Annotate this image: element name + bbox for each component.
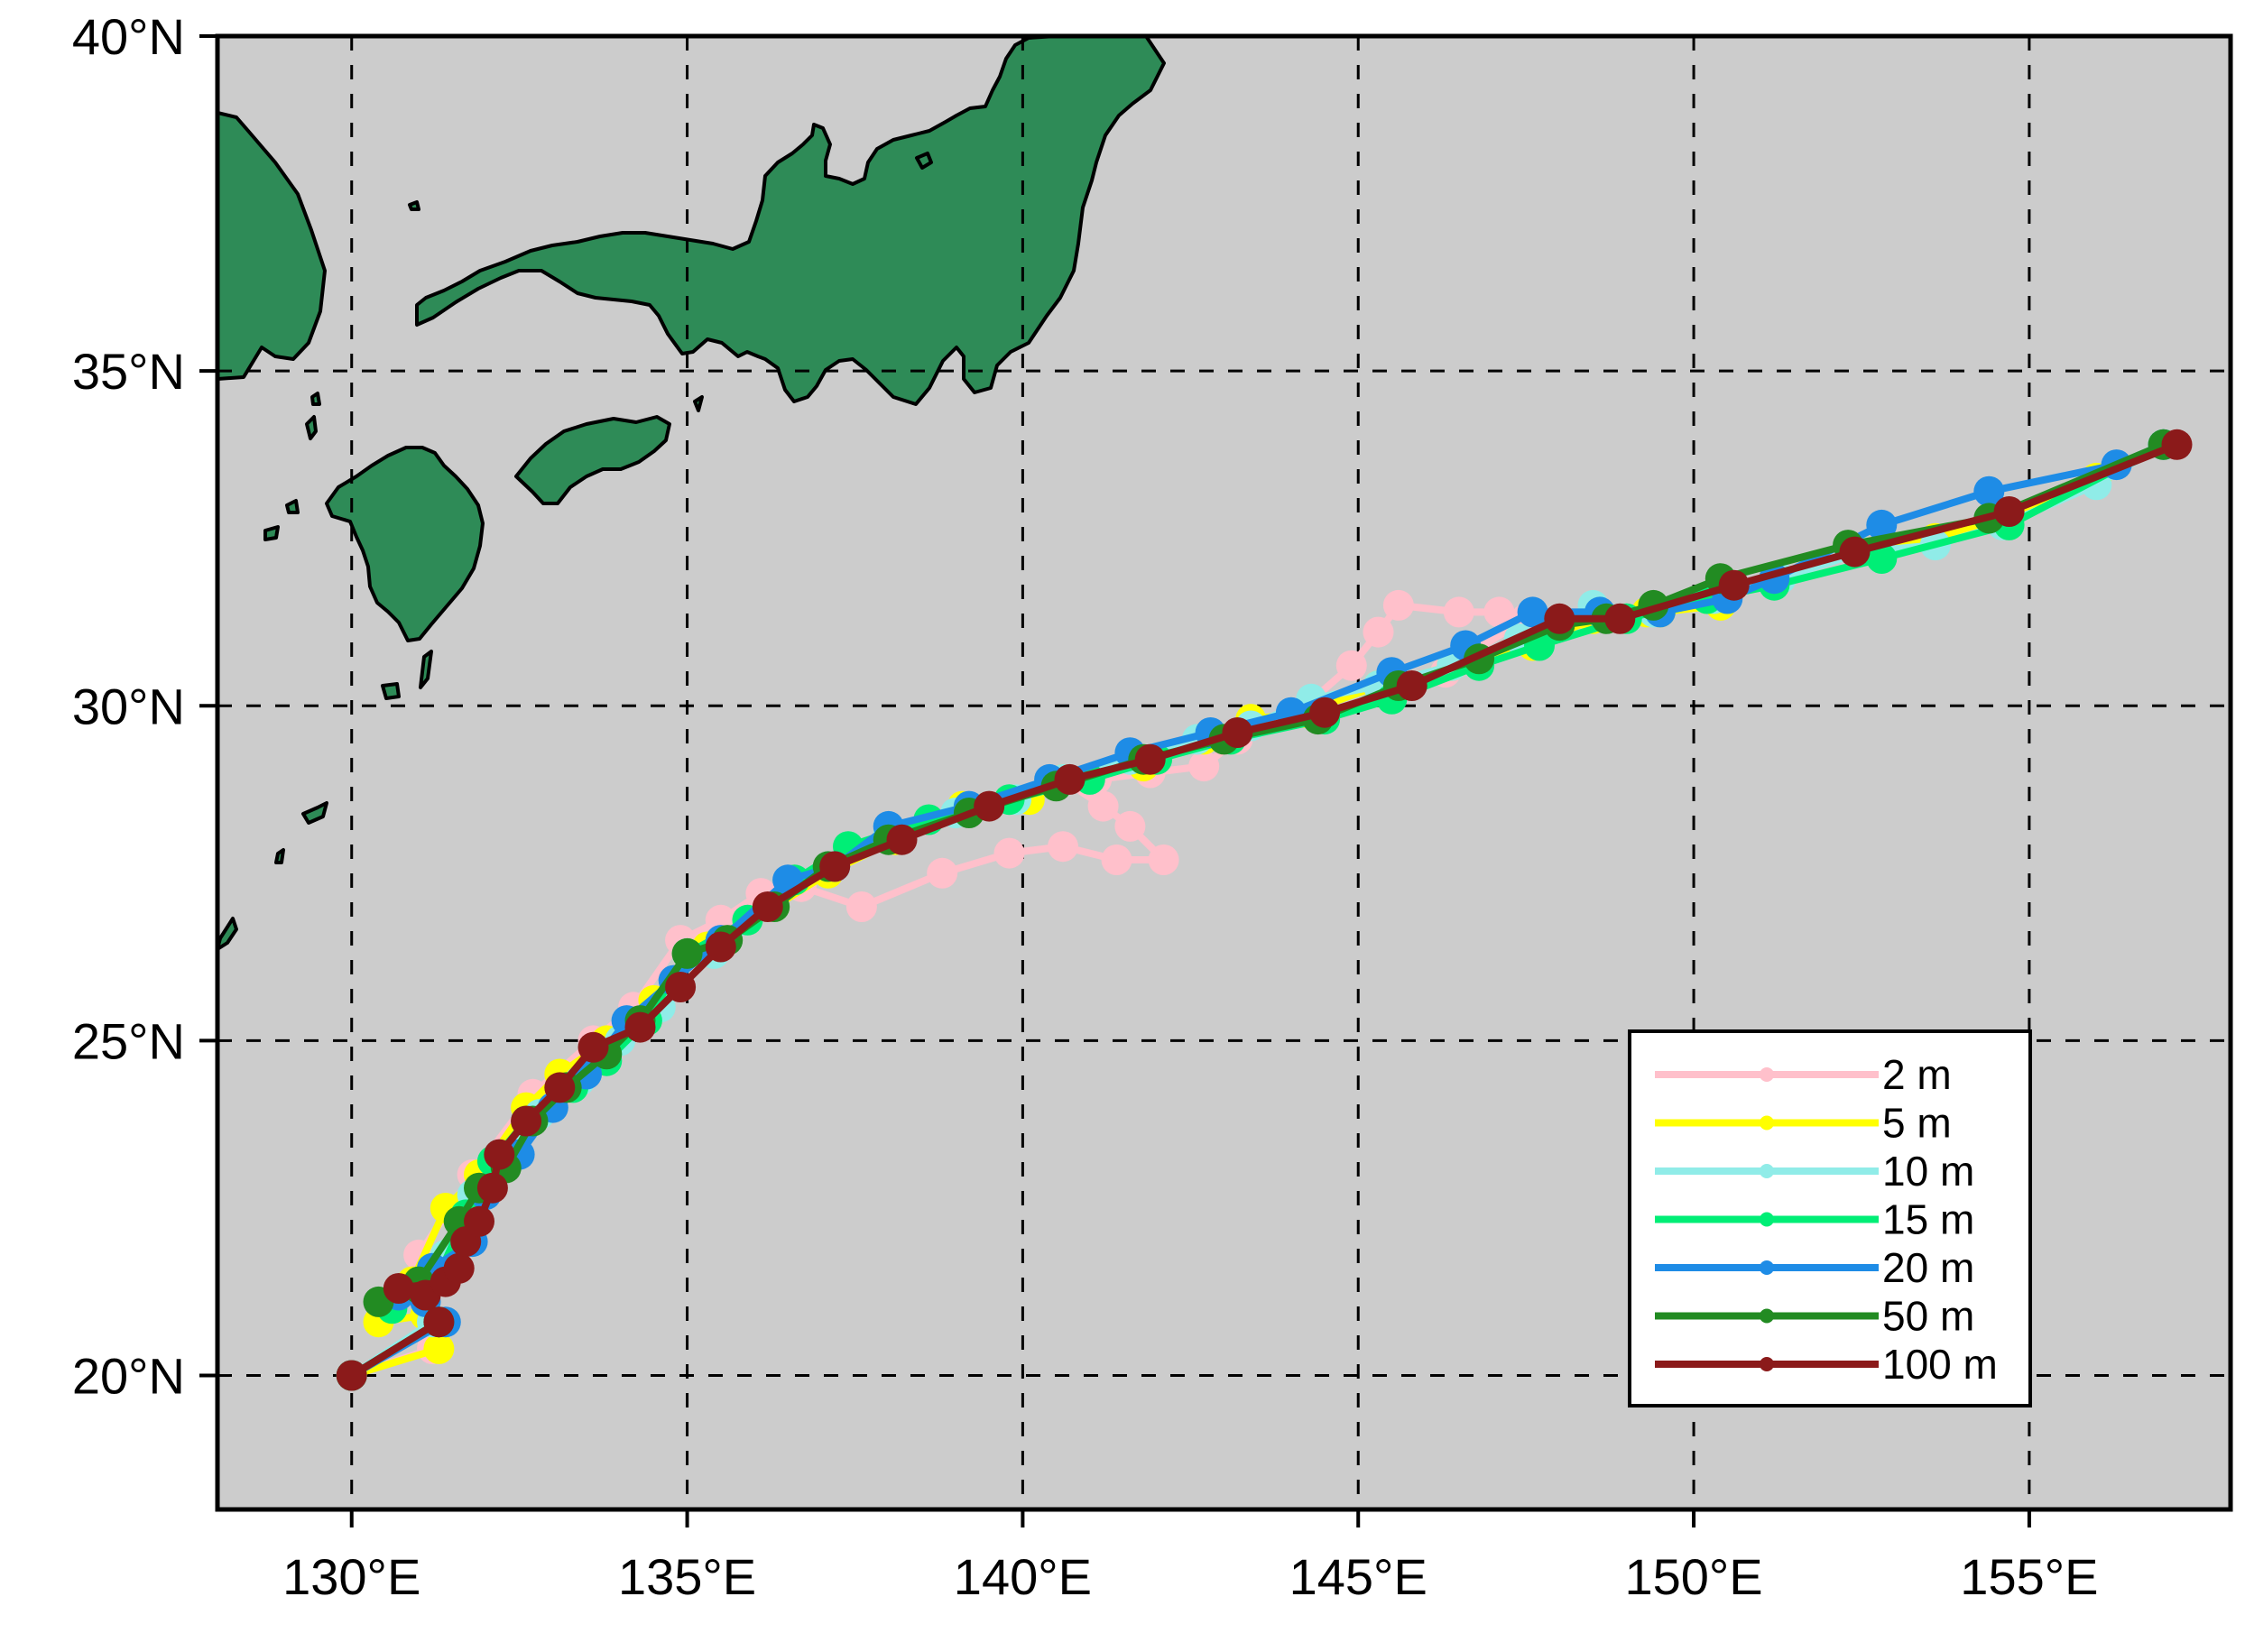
x-tick-label: 150°E [1624, 1548, 1762, 1605]
legend-swatch-marker [1760, 1260, 1774, 1275]
x-tick-label: 130°E [282, 1548, 420, 1605]
kyushu-landmass [325, 446, 485, 642]
legend-swatch-marker [1760, 1308, 1774, 1324]
track-point [845, 891, 877, 922]
track-point [1335, 650, 1367, 681]
track-point [1148, 844, 1179, 875]
axis-ticks: 130°E 135°E 140°E 145°E 150°E 155°E 20°N 25°N 30… [72, 8, 2099, 1605]
track-point [1188, 751, 1220, 782]
track-point [1993, 496, 2025, 527]
track-point [1309, 697, 1341, 728]
track-point [476, 1172, 508, 1204]
oki-island [408, 200, 420, 211]
track-point [1382, 589, 1414, 621]
track-point [1087, 790, 1119, 822]
track-point [1114, 810, 1146, 842]
legend-label: 10 m [1882, 1148, 1974, 1195]
track-point [993, 837, 1025, 869]
koshiki-island [263, 525, 280, 541]
track-point [1054, 763, 1086, 795]
korea-landmass [217, 111, 327, 381]
track-point [1443, 596, 1474, 628]
legend-label: 20 m [1882, 1244, 1974, 1291]
yakushima-island [381, 682, 401, 700]
awaji-island [693, 395, 704, 412]
legend-label: 50 m [1882, 1293, 1974, 1340]
legend-label: 100 m [1882, 1341, 1998, 1388]
y-tick-label: 35°N [72, 343, 185, 400]
tokunoshima-island [274, 848, 285, 864]
track-point [1544, 603, 1575, 634]
track-point [511, 1105, 542, 1137]
y-tick-label: 40°N [72, 8, 185, 65]
track-point [1483, 596, 1515, 628]
track-point [484, 1139, 515, 1170]
track-point [1604, 603, 1636, 634]
legend-swatch-marker [1760, 1115, 1774, 1131]
track-point [1839, 536, 1871, 568]
y-tick-label: 20°N [72, 1348, 185, 1405]
track-point [2161, 429, 2193, 460]
y-tick-label: 30°N [72, 678, 185, 734]
sado-island [915, 152, 933, 170]
track-point [705, 931, 736, 963]
track-point [752, 891, 783, 922]
track-point [544, 1072, 576, 1103]
track-point [423, 1306, 455, 1338]
honshu-landmass [415, 36, 1166, 406]
legend-label: 2 m [1882, 1051, 1952, 1098]
legend-swatch-marker [1760, 1067, 1774, 1082]
track-point [624, 1011, 656, 1043]
tsushima-island [305, 415, 318, 440]
track-point [577, 1031, 609, 1063]
track-point [1134, 743, 1166, 775]
track-point [819, 851, 851, 882]
x-tick-label: 140°E [954, 1548, 1092, 1605]
track-point [1718, 569, 1750, 601]
track-point [886, 824, 918, 855]
track-point [1396, 670, 1427, 701]
map-frame [215, 33, 2233, 1512]
y-tick-label: 25°N [72, 1012, 185, 1069]
iki-island [310, 392, 321, 406]
track-point [443, 1252, 475, 1284]
track-point [1517, 596, 1548, 628]
track-point [423, 1333, 455, 1364]
track-point [671, 937, 703, 969]
x-tick-label: 145°E [1289, 1548, 1427, 1605]
track-point [1222, 717, 1253, 748]
legend-swatch-marker [1760, 1212, 1774, 1227]
track-point [1101, 844, 1132, 875]
shikoku-landmass [514, 415, 671, 505]
track-point [336, 1360, 367, 1391]
track-point [665, 972, 697, 1002]
track-point [927, 857, 958, 889]
track-point [383, 1273, 414, 1304]
track-point [1866, 509, 1898, 540]
goto-island [285, 499, 300, 514]
landmass-layer [217, 36, 1166, 951]
tanegashima-island [419, 650, 433, 689]
legend-label: 5 m [1882, 1100, 1952, 1147]
track-series-100m [336, 429, 2193, 1391]
x-tick-label: 135°E [618, 1548, 756, 1605]
legend-swatch-marker [1760, 1357, 1774, 1371]
x-tick-label: 155°E [1960, 1548, 2098, 1605]
amami-island [301, 801, 328, 825]
legend-swatch-marker [1760, 1164, 1774, 1178]
track-point [1363, 616, 1394, 648]
legend-label: 15 m [1882, 1196, 1974, 1243]
track-point [1973, 475, 2005, 507]
track-series-layer [336, 429, 2193, 1391]
track-point [974, 790, 1005, 822]
track-point [1048, 831, 1078, 863]
track-point [1866, 543, 1898, 574]
track-point [464, 1205, 494, 1237]
